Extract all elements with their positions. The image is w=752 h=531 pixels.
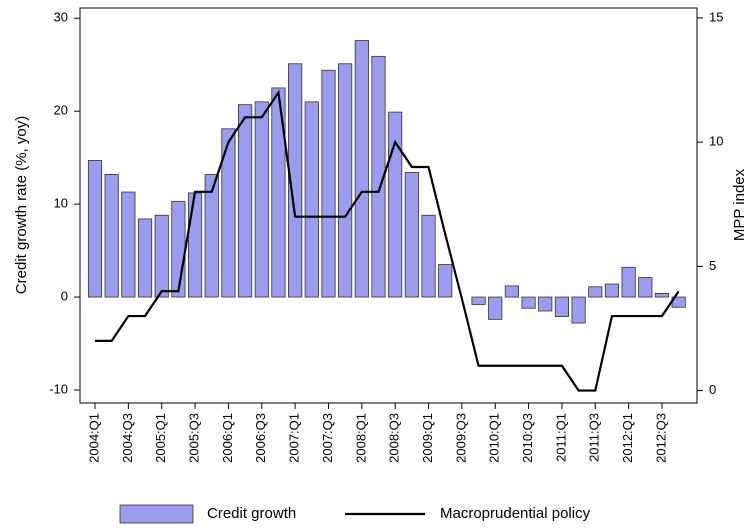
x-tick-label: 2008:Q3 [387, 413, 402, 463]
bar [638, 277, 653, 298]
bar [154, 214, 169, 298]
x-tick-label: 2009:Q3 [453, 413, 468, 463]
bar [187, 192, 203, 298]
bar [471, 296, 486, 305]
bar [137, 218, 153, 298]
x-tick-label: 2008:Q1 [353, 413, 368, 463]
bar [121, 191, 136, 298]
bar [421, 214, 436, 298]
y-tick-label: 0 [61, 288, 68, 303]
y-axis-title: Credit growth rate (%, yoy) [13, 116, 30, 294]
bar [371, 55, 386, 298]
bar [588, 286, 603, 298]
bar [654, 292, 670, 298]
bar [288, 63, 303, 298]
y2-tick-label: 5 [709, 258, 716, 273]
line [95, 89, 680, 392]
y2-tick-label: 15 [709, 9, 723, 24]
x-tick-label: 2005:Q3 [186, 413, 201, 463]
bar [488, 296, 503, 320]
bar [321, 69, 336, 298]
x-tick-label: 2010:Q3 [520, 413, 535, 463]
x-tick-label: 2004:Q3 [120, 413, 135, 463]
x-tick-label: 2006:Q1 [220, 413, 235, 463]
bar [104, 173, 119, 298]
bar [404, 172, 419, 298]
plot-frame [79, 7, 698, 404]
bar [304, 101, 319, 298]
bar [604, 283, 620, 298]
x-tick-label: 2012:Q3 [653, 413, 668, 463]
y-tick-label: 20 [54, 103, 68, 118]
bar [521, 296, 536, 309]
legend-swatch [119, 504, 194, 524]
x-tick-label: 2005:Q1 [153, 413, 168, 463]
x-tick-label: 2009:Q1 [420, 413, 435, 463]
x-tick-label: 2006:Q3 [253, 413, 268, 463]
bar [254, 101, 269, 298]
x-tick-label: 2007:Q3 [320, 413, 335, 463]
bar [171, 200, 186, 298]
bar [538, 296, 553, 312]
legend-label: Credit growth [207, 505, 296, 522]
bar [621, 266, 636, 298]
x-tick-label: 2011:Q1 [553, 413, 568, 462]
y2-tick-label: 0 [709, 382, 716, 397]
y-tick-label: 30 [54, 10, 68, 25]
bar [438, 264, 453, 298]
bar [504, 285, 519, 298]
y2-axis-title: MPP index [731, 168, 748, 241]
bar [204, 173, 219, 298]
bar [238, 104, 253, 298]
bar [554, 296, 569, 317]
y-tick-label: -10 [49, 381, 68, 396]
bar [221, 128, 236, 298]
bar [338, 63, 353, 298]
x-tick-label: 2004:Q1 [86, 413, 101, 463]
bar [354, 40, 369, 298]
y-tick-label: 10 [54, 196, 68, 211]
x-tick-label: 2007:Q1 [287, 413, 302, 463]
x-tick-label: 2011:Q3 [587, 413, 602, 462]
y2-tick-label: 10 [709, 134, 723, 149]
x-tick-label: 2010:Q1 [487, 413, 502, 463]
legend-label: Macroprudential policy [440, 505, 591, 522]
bar [388, 111, 403, 298]
bar [87, 160, 103, 298]
bar [571, 296, 586, 324]
bar [271, 87, 286, 298]
x-tick-label: 2012:Q1 [620, 413, 635, 463]
